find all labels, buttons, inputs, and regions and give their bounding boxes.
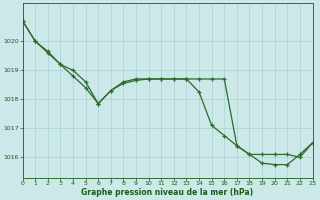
X-axis label: Graphe pression niveau de la mer (hPa): Graphe pression niveau de la mer (hPa) <box>82 188 254 197</box>
